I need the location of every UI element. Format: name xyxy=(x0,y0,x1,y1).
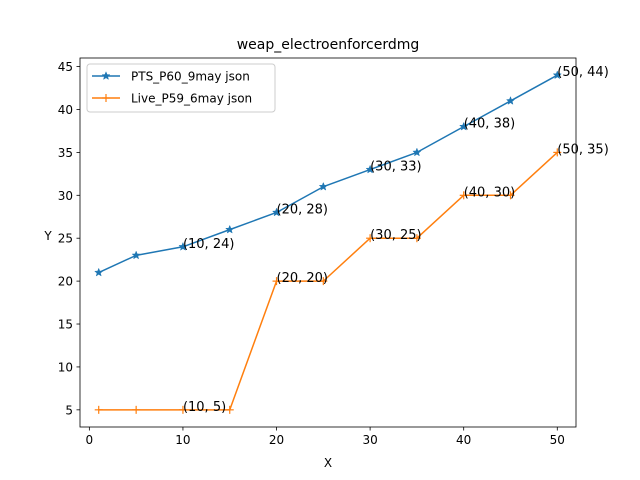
y-tick-label: 15 xyxy=(58,318,73,332)
x-tick-label: 50 xyxy=(550,433,565,447)
y-axis-ticks: 5 10 15 20 25 30 35 40 45 xyxy=(58,60,80,417)
y-tick-label: 25 xyxy=(58,232,73,246)
legend-marker-2 xyxy=(102,94,110,102)
x-tick-label: 10 xyxy=(175,433,190,447)
chart-title: weap_electroenforcerdmg xyxy=(237,37,420,53)
series-1-point xyxy=(552,70,562,80)
y-tick-label: 20 xyxy=(58,275,73,289)
series-2-point xyxy=(272,277,281,286)
point-annotation: (10, 24) xyxy=(183,237,235,252)
series-1-point xyxy=(412,147,422,157)
y-tick-label: 40 xyxy=(58,103,73,117)
legend: PTS_P60_9may json Live_P59_6may json xyxy=(86,63,276,113)
legend-box xyxy=(86,63,276,113)
x-tick-label: 30 xyxy=(362,433,377,447)
x-axis-ticks: 0 10 20 30 40 50 xyxy=(86,427,565,447)
x-tick-label: 20 xyxy=(269,433,284,447)
series-1-point xyxy=(459,121,469,131)
point-annotation: (30, 33) xyxy=(370,160,422,175)
point-annotation: (20, 28) xyxy=(277,202,329,217)
series-2-point xyxy=(178,405,187,414)
legend-marker-1 xyxy=(101,71,111,80)
point-annotation: (50, 44) xyxy=(557,65,609,80)
series-1-point xyxy=(505,96,516,105)
series-1-point xyxy=(365,164,375,174)
y-tick-label: 30 xyxy=(58,189,73,203)
series-2-point xyxy=(412,234,421,243)
x-axis-label: X xyxy=(324,456,332,470)
legend-label-1: PTS_P60_9may json xyxy=(131,70,250,84)
series-2-point xyxy=(506,191,515,200)
legend-label-2: Live_P59_6may json xyxy=(131,92,252,106)
y-tick-label: 10 xyxy=(58,360,73,374)
series-1-point xyxy=(318,181,328,191)
series-2-point xyxy=(132,405,141,414)
x-tick-label: 0 xyxy=(86,433,94,447)
series-2-point xyxy=(459,191,468,200)
series-1-point xyxy=(178,241,188,251)
point-annotation: (50, 35) xyxy=(557,142,609,157)
series-2-point xyxy=(366,234,375,243)
axes-frame xyxy=(79,57,577,428)
series-1-point xyxy=(225,224,235,234)
y-tick-label: 45 xyxy=(58,60,73,74)
y-tick-label: 35 xyxy=(58,146,73,160)
series-2-point xyxy=(94,405,103,414)
point-annotation: (30, 25) xyxy=(370,228,422,243)
plot-area: (10, 24) (20, 28) (30, 33) (40, 38) (50, 44)… xyxy=(94,65,609,415)
y-axis-label: Y xyxy=(43,229,52,243)
point-annotation: (40, 38) xyxy=(464,117,516,132)
point-annotation: (20, 20) xyxy=(277,271,329,286)
series-1-point xyxy=(131,250,141,260)
point-annotation: (40, 30) xyxy=(464,185,516,200)
series-1-point xyxy=(94,267,104,277)
y-tick-label: 5 xyxy=(65,403,73,417)
x-tick-label: 40 xyxy=(456,433,471,447)
series-2-point xyxy=(225,405,234,414)
series-1-point xyxy=(271,207,282,217)
series-2-point xyxy=(553,148,562,157)
point-annotation: (10, 5) xyxy=(183,400,226,415)
series-2-point xyxy=(319,277,328,286)
